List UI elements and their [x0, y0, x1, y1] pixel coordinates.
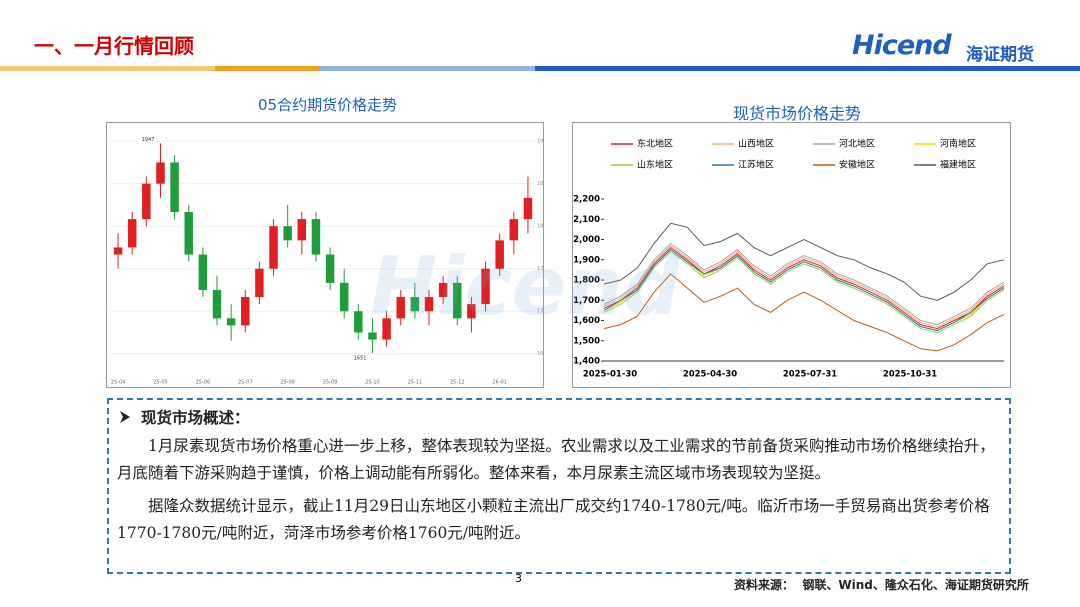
y-tick-label: 1,600	[573, 316, 600, 326]
candle-body	[424, 297, 434, 312]
candle-body	[438, 282, 448, 298]
legend-label: 河南地区	[940, 138, 976, 150]
y-tick-label: 1890	[537, 181, 544, 187]
y-tick-label: 1,700	[573, 296, 600, 306]
legend-label: 福建地区	[940, 159, 976, 171]
x-tick-label: 2025-07-31	[783, 370, 837, 380]
y-tick-label: 1650	[537, 351, 544, 357]
x-tick-label: 26-01	[492, 380, 507, 386]
y-tick-label: 1,800	[573, 276, 600, 286]
series-line	[603, 250, 1005, 334]
candle-body	[467, 304, 476, 319]
watermark: Hicend	[370, 240, 681, 333]
candle-body	[142, 183, 151, 220]
candle-body	[382, 318, 391, 340]
y-tick-label: 2,000	[573, 235, 600, 245]
summary-box: 现货市场概述： 1月尿素现货市场价格重心进一步上移，整体表现较为坚挺。农业需求以…	[107, 398, 1011, 574]
candle-body	[410, 297, 420, 312]
candle-body	[212, 289, 222, 319]
candle-body	[509, 219, 519, 241]
y-tick-label: 1830	[537, 224, 544, 230]
x-tick-label: 2025-10-31	[883, 370, 937, 380]
x-tick-label: 25-10	[365, 380, 380, 386]
x-tick-label: 2025-04-30	[683, 370, 737, 380]
candle-body	[156, 162, 165, 184]
x-tick-label: 25-05	[153, 380, 168, 386]
series-line	[603, 273, 1005, 352]
candle-body	[368, 332, 377, 340]
candle-body	[113, 247, 123, 255]
series-line	[603, 248, 1005, 332]
legend-label: 河北地区	[839, 138, 875, 150]
paragraph: 1月尿素现货市场价格重心进一步上移，整体表现较为坚挺。农业需求以及工业需求的节前…	[117, 437, 995, 482]
candle-body	[523, 197, 533, 220]
futures-chart: 1650 1710 1770 1830 1890 1950 25-04 25-05 25-06 2…	[106, 122, 544, 388]
y-tick-label: 2,200	[573, 195, 600, 205]
candle-body	[255, 268, 264, 298]
x-tick-label: 25-07	[238, 380, 253, 386]
candle-body	[495, 240, 504, 269]
x-tick-label: 25-06	[196, 380, 211, 386]
chart-title: 05合约期货价格走势	[258, 96, 398, 114]
series-line	[603, 242, 1005, 326]
candle-body	[283, 226, 292, 241]
x-tick-label: 25-04	[111, 380, 126, 386]
spot-chart: 1,400 1,500 1,600 1,700 1,800 1,900 2,000 2,100…	[572, 122, 1011, 388]
candle-body	[325, 254, 335, 283]
page-number: 3	[515, 572, 522, 585]
candle-body	[226, 318, 236, 326]
y-tick-label: 1,400	[573, 357, 600, 367]
y-tick-label: 1,500	[573, 336, 600, 346]
candle-body	[241, 297, 250, 326]
candle-body	[396, 297, 405, 319]
series-line	[603, 244, 1005, 328]
candle-body	[339, 282, 349, 312]
candle-body	[127, 219, 137, 248]
candle-body	[481, 268, 490, 305]
candle-body	[297, 219, 307, 241]
logo: Hicend	[852, 30, 952, 61]
paragraph: 据隆众数据统计显示，截止11月29日山东地区小颗粒主流出厂成交约1740-178…	[117, 497, 990, 542]
source: 资料来源： 钢联、Wind、隆众石化、海证期货研究所	[734, 578, 1029, 592]
logo-cn: 海证期货	[966, 45, 1034, 65]
candle-body	[453, 282, 462, 319]
annotation: 1651	[354, 356, 367, 362]
bullet	[120, 411, 130, 423]
y-tick-label: 2,100	[573, 215, 600, 225]
y-tick-label: 1710	[537, 309, 544, 315]
annotation: 1947	[142, 137, 155, 143]
legend-label: 东北地区	[637, 138, 673, 150]
y-tick-label: 1770	[537, 266, 544, 272]
summary-heading: 现货市场概述：	[141, 409, 250, 427]
legend-label: 江苏地区	[738, 159, 774, 171]
candle-body	[184, 212, 193, 255]
y-tick-label: 1,900	[573, 255, 600, 265]
x-tick-label: 25-11	[408, 380, 423, 386]
slide-title: 一、一月行情回顾	[34, 34, 194, 58]
candle-body	[198, 254, 208, 290]
x-tick-label: 25-09	[323, 380, 338, 386]
candle-body	[311, 219, 321, 255]
x-tick-label: 25-08	[280, 380, 295, 386]
candle-body	[269, 226, 278, 269]
legend-label: 山西地区	[738, 138, 774, 150]
x-tick-label: 2025-01-30	[583, 370, 637, 380]
candle-body	[354, 311, 363, 333]
candle-body	[170, 162, 179, 213]
header-bar	[0, 66, 1080, 71]
series-line	[603, 246, 1005, 330]
y-tick-label: 1950	[537, 139, 544, 145]
series-line	[603, 222, 1005, 301]
summary-body: 1月尿素现货市场价格重心进一步上移，整体表现较为坚挺。农业需求以及工业需求的节前…	[117, 433, 1005, 547]
legend-label: 山东地区	[637, 159, 673, 171]
chart-title: 现货市场价格走势	[733, 104, 862, 123]
legend-label: 安徽地区	[839, 159, 875, 171]
x-tick-label: 25-12	[450, 380, 465, 386]
